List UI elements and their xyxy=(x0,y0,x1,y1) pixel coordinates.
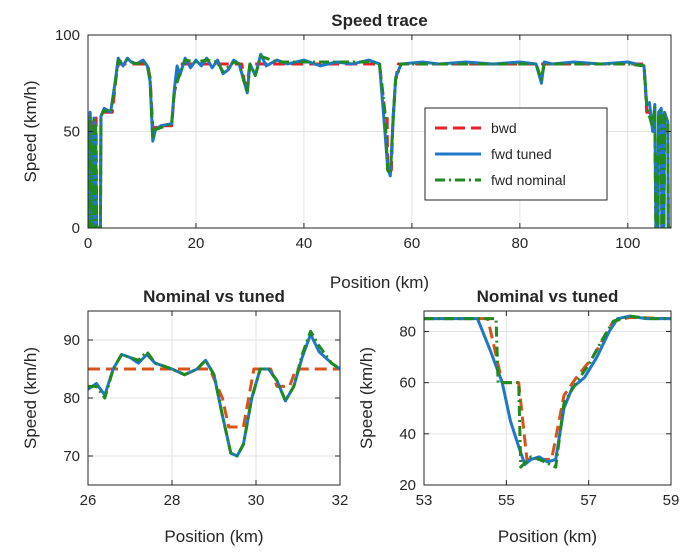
x-tick-label: 26 xyxy=(80,492,97,509)
x-tick-label: 53 xyxy=(416,492,433,509)
x-tick-label: 100 xyxy=(615,235,640,252)
chart-2: 26 28 30 32 70 80 90 Nominal vs tuned Position (… xyxy=(21,287,348,546)
x-tick-label: 28 xyxy=(164,492,181,509)
x-tick-label: 60 xyxy=(404,235,421,252)
legend-label: bwd xyxy=(491,120,517,136)
y-tick-label: 50 xyxy=(63,124,80,141)
series-line-3 xyxy=(424,314,671,469)
series-line-fwd-nominal xyxy=(88,54,671,228)
x-tick-label: 55 xyxy=(498,492,515,509)
y-tick-label: 80 xyxy=(63,390,80,407)
series-group xyxy=(88,329,340,458)
x-tick-label: 40 xyxy=(296,235,313,252)
x-tick-label: 0 xyxy=(84,235,92,252)
legend-label: fwd nominal xyxy=(491,172,566,188)
chart-title: Nominal vs tuned xyxy=(477,287,619,306)
series-group xyxy=(424,314,671,469)
chart-title: Nominal vs tuned xyxy=(143,287,285,306)
chart-3: 53 55 57 59 20 40 60 80 Nominal vs tuned Position… xyxy=(357,287,679,546)
chart-1: 0 20 40 60 80 100 0 50 100 Speed trace Position (k… xyxy=(21,11,672,292)
x-tick-label: 80 xyxy=(512,235,529,252)
y-tick-label: 80 xyxy=(399,323,416,340)
y-tick-label: 40 xyxy=(399,426,416,443)
legend: bwd fwd tuned fwd nominal xyxy=(424,107,608,201)
y-tick-label: 0 xyxy=(72,220,80,237)
x-tick-label: 32 xyxy=(332,492,349,509)
chart-title: Speed trace xyxy=(331,11,427,30)
x-tick-label: 57 xyxy=(580,492,597,509)
y-tick-label: 20 xyxy=(399,477,416,494)
series-group xyxy=(88,52,671,228)
y-axis-label: Speed (km/h) xyxy=(21,80,40,182)
x-tick-label: 59 xyxy=(663,492,680,509)
y-tick-label: 70 xyxy=(63,448,80,465)
x-axis-label: Position (km) xyxy=(330,273,429,292)
series-line-3 xyxy=(88,329,340,458)
legend-label: fwd tuned xyxy=(491,146,552,162)
x-axis-label: Position (km) xyxy=(164,527,263,546)
y-tick-label: 60 xyxy=(399,375,416,392)
y-tick-label: 100 xyxy=(55,27,80,44)
y-axis-label: Speed (km/h) xyxy=(357,347,376,449)
plot-area xyxy=(424,311,671,485)
axes-box xyxy=(423,310,672,486)
series-line-1 xyxy=(88,367,340,429)
x-tick-label: 20 xyxy=(188,235,205,252)
y-axis-label: Speed (km/h) xyxy=(21,347,40,449)
x-tick-label: 30 xyxy=(248,492,265,509)
y-tick-label: 90 xyxy=(63,332,80,349)
x-axis-label: Position (km) xyxy=(498,527,597,546)
